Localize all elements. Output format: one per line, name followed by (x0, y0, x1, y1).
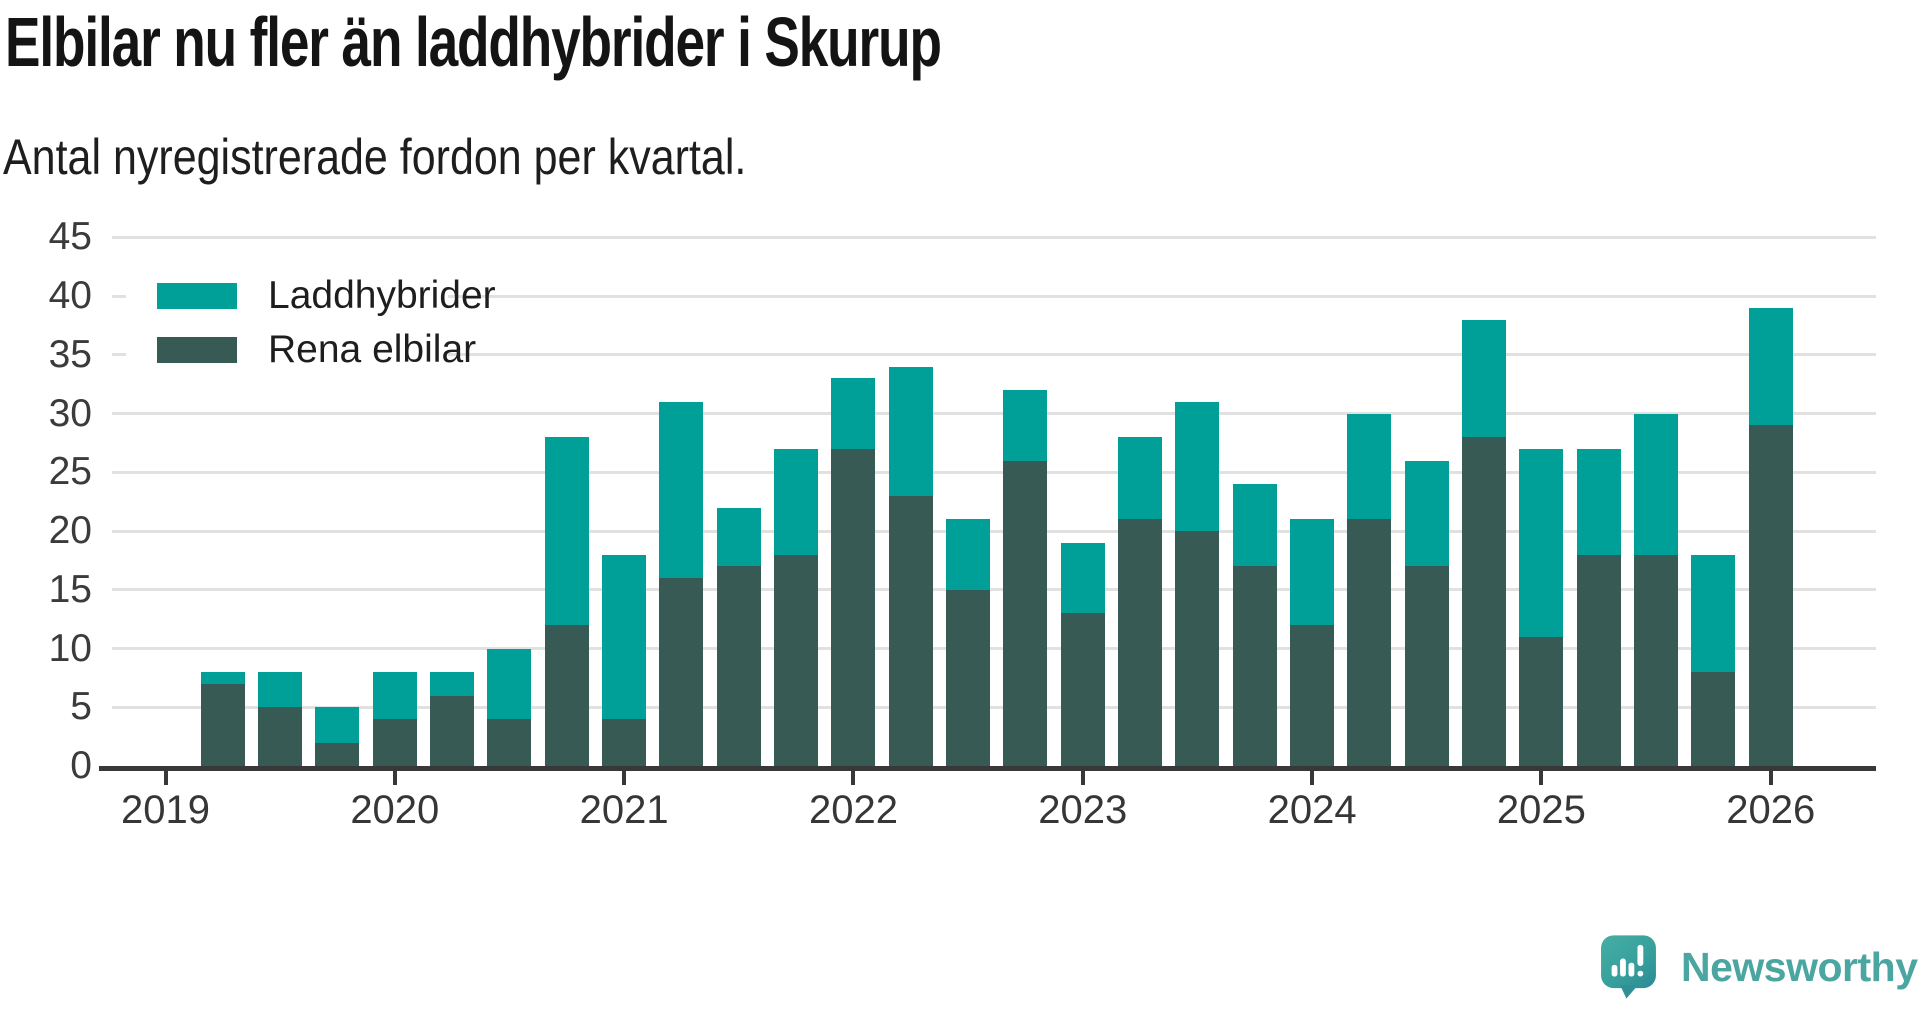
bar-segment-laddhybrider (1233, 484, 1277, 566)
x-axis-tick-2020 (393, 771, 397, 785)
x-tick-label-2020: 2020 (295, 788, 495, 832)
bar-segment-rena-elbilar (774, 555, 818, 767)
bar-segment-laddhybrider (315, 707, 359, 742)
x-axis-tick-2023 (1081, 771, 1085, 785)
bar-segment-laddhybrider (831, 378, 875, 449)
y-tick-label-15: 15 (0, 570, 92, 610)
y-tick-label-20: 20 (0, 511, 92, 551)
bar-segment-laddhybrider (1462, 320, 1506, 438)
x-tick-label-2024: 2024 (1212, 788, 1412, 832)
bar-segment-rena-elbilar (1347, 519, 1391, 766)
bar-segment-laddhybrider (717, 508, 761, 567)
bar-segment-rena-elbilar (889, 496, 933, 766)
newsworthy-logo-icon (1600, 934, 1657, 1000)
bar-segment-laddhybrider (1175, 402, 1219, 531)
bar-segment-rena-elbilar (1118, 519, 1162, 766)
x-axis-tick-2021 (622, 771, 626, 785)
bar-segment-laddhybrider (1519, 449, 1563, 637)
bar-segment-laddhybrider (659, 402, 703, 578)
bar-segment-laddhybrider (1003, 390, 1047, 461)
bar-segment-rena-elbilar (201, 684, 245, 766)
bar-segment-rena-elbilar (258, 707, 302, 766)
x-tick-label-2022: 2022 (753, 788, 953, 832)
bar-segment-rena-elbilar (1233, 566, 1277, 766)
bar-segment-laddhybrider (1405, 461, 1449, 567)
bar-segment-laddhybrider (774, 449, 818, 555)
bar-segment-laddhybrider (602, 555, 646, 720)
bar-segment-rena-elbilar (1175, 531, 1219, 766)
gridline-45 (112, 236, 1876, 239)
bar-segment-rena-elbilar (373, 719, 417, 766)
x-tick-label-2019: 2019 (66, 788, 266, 832)
bar-segment-rena-elbilar (1061, 613, 1105, 766)
y-tick-label-30: 30 (0, 394, 92, 434)
bar-segment-rena-elbilar (1290, 625, 1334, 766)
x-axis-tick-2025 (1539, 771, 1543, 785)
y-tick-label-25: 25 (0, 452, 92, 492)
x-axis-line (99, 766, 1876, 771)
bar-segment-laddhybrider (1634, 414, 1678, 555)
chart-area: Elbilar nu fler än laddhybrider i Skurup… (0, 0, 1920, 1010)
bar-segment-laddhybrider (430, 672, 474, 696)
y-tick-label-40: 40 (0, 276, 92, 316)
bar-segment-laddhybrider (258, 672, 302, 707)
bar-segment-rena-elbilar (1749, 425, 1793, 766)
y-tick-label-35: 35 (0, 335, 92, 375)
bar-segment-rena-elbilar (1003, 461, 1047, 767)
x-tick-label-2026: 2026 (1671, 788, 1871, 832)
gridline-30 (112, 412, 1876, 415)
bar-segment-laddhybrider (1347, 414, 1391, 520)
legend-swatch-rena-elbilar (157, 337, 237, 363)
newsworthy-brand-name: Newsworthy (1681, 944, 1918, 991)
bar-segment-laddhybrider (1577, 449, 1621, 555)
bar-segment-rena-elbilar (1577, 555, 1621, 767)
bar-segment-laddhybrider (889, 367, 933, 496)
bar-segment-laddhybrider (1749, 308, 1793, 426)
bar-segment-rena-elbilar (602, 719, 646, 766)
x-axis-tick-2024 (1310, 771, 1314, 785)
legend-label-laddhybrider: Laddhybrider (268, 276, 496, 316)
bar-segment-rena-elbilar (659, 578, 703, 766)
bar-segment-rena-elbilar (1691, 672, 1735, 766)
bar-segment-laddhybrider (946, 519, 990, 590)
bar-segment-laddhybrider (1691, 555, 1735, 673)
bar-segment-laddhybrider (1118, 437, 1162, 519)
x-tick-label-2023: 2023 (983, 788, 1183, 832)
y-tick-label-45: 45 (0, 217, 92, 257)
x-axis-tick-2019 (164, 771, 168, 785)
bar-segment-rena-elbilar (430, 696, 474, 767)
bar-segment-rena-elbilar (1634, 555, 1678, 767)
bar-segment-laddhybrider (487, 649, 531, 720)
y-tick-label-0: 0 (0, 746, 92, 786)
chart-title: Elbilar nu fler än laddhybrider i Skurup (5, 2, 941, 82)
x-tick-label-2021: 2021 (524, 788, 724, 832)
bar-segment-rena-elbilar (315, 743, 359, 767)
bar-segment-rena-elbilar (946, 590, 990, 766)
x-axis-tick-2026 (1769, 771, 1773, 785)
chart-subtitle: Antal nyregistrerade fordon per kvartal. (3, 128, 746, 186)
x-tick-label-2025: 2025 (1441, 788, 1641, 832)
x-axis-tick-2022 (851, 771, 855, 785)
bar-segment-rena-elbilar (831, 449, 875, 766)
legend-swatch-laddhybrider (157, 283, 237, 309)
bar-segment-laddhybrider (201, 672, 245, 684)
bar-segment-rena-elbilar (1462, 437, 1506, 766)
y-tick-label-5: 5 (0, 687, 92, 727)
bar-segment-laddhybrider (1290, 519, 1334, 625)
bar-segment-rena-elbilar (1405, 566, 1449, 766)
legend-label-rena-elbilar: Rena elbilar (268, 330, 476, 370)
bar-segment-laddhybrider (373, 672, 417, 719)
bar-segment-laddhybrider (545, 437, 589, 625)
bar-segment-laddhybrider (1061, 543, 1105, 614)
bar-segment-rena-elbilar (545, 625, 589, 766)
y-tick-label-10: 10 (0, 629, 92, 669)
bar-segment-rena-elbilar (487, 719, 531, 766)
newsworthy-branding: Newsworthy (1600, 934, 1918, 1000)
bar-segment-rena-elbilar (717, 566, 761, 766)
bar-segment-rena-elbilar (1519, 637, 1563, 766)
